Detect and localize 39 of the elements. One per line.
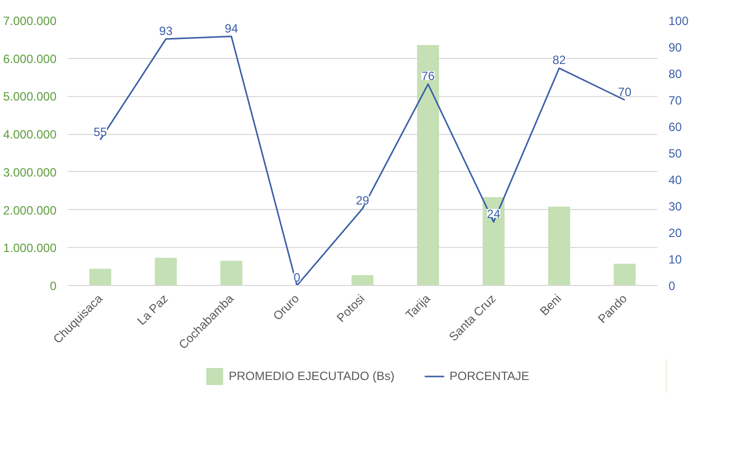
data-label: 29 [356,194,370,208]
data-label: 70 [618,85,632,99]
y-tick-label: 5.000.000 [3,90,57,104]
bar [482,197,505,286]
y2-tick-label: 20 [668,226,682,240]
bar [614,264,636,286]
bar [220,260,242,286]
y-tick-label: 7.000.000 [3,14,57,28]
bar [89,268,112,286]
x-tick-label: La Paz [134,292,171,328]
y2-tick-label: 70 [668,94,682,108]
data-label: 93 [159,24,173,38]
y2-tick-label: 90 [668,40,682,54]
data-label: 76 [421,69,436,84]
y2-tick-label: 30 [668,200,682,214]
y2-tick-label: 40 [668,173,682,187]
y-tick-label: 4.000.000 [3,128,57,142]
y2-tick-label: 60 [668,120,682,134]
y-tick-label: 1.000.000 [3,241,57,256]
y2-tick-label: 10 [668,252,682,266]
y-tick-label: 3.000.000 [3,165,57,180]
data-label: 94 [224,21,238,36]
data-label: 0 [294,270,301,284]
bar [352,275,374,286]
bar [548,206,570,286]
legend-label: PROMEDIO EJECUTADO (Bs) [228,369,394,383]
bar [154,258,177,286]
y-tick-label: 2.000.000 [3,203,57,218]
legend-label: PORCENTAJE [450,369,530,383]
data-label: 82 [552,53,566,68]
y-tick-label: 6.000.000 [3,52,57,66]
y2-tick-label: 80 [668,67,682,81]
data-label: 24 [486,206,501,221]
y-tick-label: 0 [50,279,57,293]
y2-tick-label: 50 [668,146,682,160]
y2-tick-label: 100 [668,14,689,28]
y2-tick-label: 0 [668,279,676,293]
bar [417,44,440,286]
data-label: 55 [94,124,108,139]
